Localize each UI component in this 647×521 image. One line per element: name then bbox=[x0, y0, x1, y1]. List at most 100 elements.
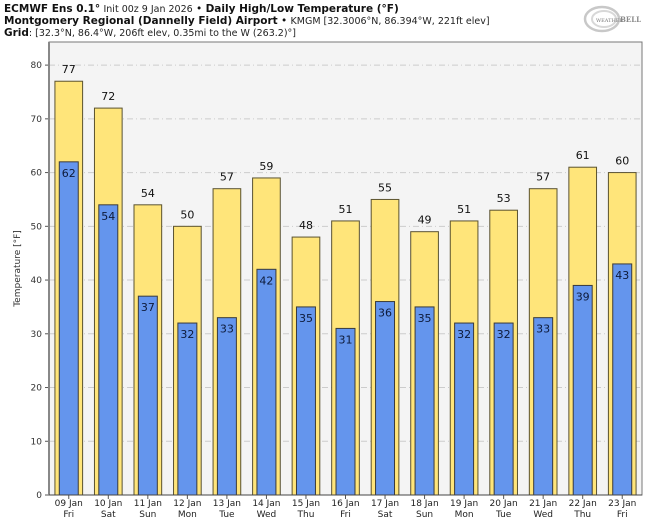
x-tick-date: 23 Jan bbox=[608, 499, 636, 509]
x-tick-date: 11 Jan bbox=[134, 499, 162, 509]
low-bar bbox=[177, 322, 198, 496]
grid-line: Grid: [32.3°N, 86.4°W, 206ft elev, 0.35m… bbox=[4, 27, 296, 40]
y-tick-label: 60 bbox=[31, 169, 43, 179]
x-tick-date: 16 Jan bbox=[331, 499, 359, 509]
high-value-label: 51 bbox=[339, 203, 353, 216]
chart-title-line: ECMWF Ens 0.1° Init 00z 9 Jan 2026 • Dai… bbox=[4, 3, 399, 16]
x-tick-day: Tue bbox=[218, 510, 235, 520]
x-tick-day: Fri bbox=[63, 510, 74, 520]
grid-label: Grid bbox=[4, 27, 29, 39]
low-value-label: 36 bbox=[378, 307, 392, 320]
x-tick-date: 13 Jan bbox=[213, 499, 241, 509]
x-tick-day: Fri bbox=[340, 510, 351, 520]
model-name: ECMWF Ens 0.1° bbox=[4, 3, 101, 15]
high-value-label: 57 bbox=[220, 171, 234, 184]
x-tick-date: 12 Jan bbox=[173, 499, 201, 509]
y-tick-label: 0 bbox=[36, 491, 42, 501]
high-value-label: 72 bbox=[101, 90, 115, 103]
y-tick-label: 80 bbox=[31, 61, 43, 71]
y-tick-label: 40 bbox=[31, 276, 43, 286]
low-bar bbox=[58, 161, 79, 496]
high-value-label: 51 bbox=[457, 203, 471, 216]
station-info: KMGM [32.3006°N, 86.394°W, 221ft elev] bbox=[290, 16, 490, 27]
y-tick-label: 70 bbox=[31, 115, 43, 125]
low-bar bbox=[572, 284, 593, 496]
low-bar bbox=[335, 327, 356, 496]
low-bar bbox=[98, 204, 119, 496]
low-bar bbox=[414, 306, 435, 496]
high-value-label: 50 bbox=[180, 208, 194, 221]
low-bar bbox=[295, 306, 316, 496]
low-value-label: 32 bbox=[180, 328, 194, 341]
x-tick-date: 18 Jan bbox=[410, 499, 438, 509]
y-tick-label: 50 bbox=[31, 222, 43, 232]
separator: • bbox=[277, 15, 291, 27]
low-value-label: 54 bbox=[101, 210, 115, 223]
high-value-label: 49 bbox=[418, 214, 432, 227]
low-bar bbox=[137, 295, 158, 496]
high-value-label: 77 bbox=[62, 63, 76, 76]
low-value-label: 32 bbox=[497, 328, 511, 341]
x-tick-date: 09 Jan bbox=[55, 499, 83, 509]
low-value-label: 35 bbox=[418, 312, 432, 325]
y-tick-label: 10 bbox=[31, 437, 43, 447]
x-tick-date: 22 Jan bbox=[569, 499, 597, 509]
x-tick-date: 17 Jan bbox=[371, 499, 399, 509]
x-tick-day: Tue bbox=[495, 510, 512, 520]
x-tick-day: Thu bbox=[297, 510, 315, 520]
high-value-label: 54 bbox=[141, 187, 155, 200]
y-axis-label: Temperature [°F] bbox=[13, 230, 23, 308]
x-tick-day: Sat bbox=[378, 510, 393, 520]
low-value-label: 33 bbox=[536, 323, 550, 336]
high-value-label: 55 bbox=[378, 181, 392, 194]
low-bar bbox=[533, 317, 554, 496]
separator: • bbox=[192, 3, 206, 15]
product-name: Daily High/Low Temperature (°F) bbox=[205, 3, 399, 15]
y-tick-label: 20 bbox=[31, 384, 43, 394]
x-tick-day: Wed bbox=[533, 510, 553, 520]
low-bar bbox=[216, 317, 237, 496]
x-tick-date: 20 Jan bbox=[490, 499, 518, 509]
low-bar bbox=[375, 301, 396, 496]
data-labels: 77 62 72 54 54 37 50 32 57 33 59 42 48 35 51 31 55 36 49 35… bbox=[62, 63, 629, 346]
x-tick-day: Mon bbox=[178, 510, 197, 520]
init-time: Init 00z 9 Jan 2026 bbox=[103, 4, 193, 15]
high-value-label: 61 bbox=[576, 149, 590, 162]
high-value-label: 60 bbox=[615, 155, 629, 168]
x-tick-day: Sun bbox=[416, 510, 433, 520]
high-value-label: 53 bbox=[497, 192, 511, 205]
station-line: Montgomery Regional (Dannelly Field) Air… bbox=[4, 15, 490, 28]
low-value-label: 37 bbox=[141, 301, 155, 314]
x-tick-day: Thu bbox=[573, 510, 591, 520]
grid-info: : [32.3°N, 86.4°W, 206ft elev, 0.35mi to… bbox=[28, 28, 296, 39]
low-value-label: 43 bbox=[615, 269, 629, 282]
y-tick-label: 30 bbox=[31, 330, 43, 340]
y-axis: 0 10 20 30 40 50 60 70 80 bbox=[31, 42, 50, 501]
x-tick-date: 21 Jan bbox=[529, 499, 557, 509]
x-tick-day: Fri bbox=[617, 510, 628, 520]
low-bar bbox=[256, 268, 277, 496]
low-value-label: 39 bbox=[576, 290, 590, 303]
low-value-label: 35 bbox=[299, 312, 313, 325]
x-tick-day: Sun bbox=[139, 510, 156, 520]
x-tick-day: Sat bbox=[101, 510, 116, 520]
station-name: Montgomery Regional (Dannelly Field) Air… bbox=[4, 15, 278, 27]
low-value-label: 42 bbox=[259, 274, 273, 287]
svg-text:WEATHER: WEATHER bbox=[596, 18, 623, 24]
x-tick-day: Wed bbox=[257, 510, 277, 520]
high-value-label: 57 bbox=[536, 171, 550, 184]
x-tick-date: 15 Jan bbox=[292, 499, 320, 509]
low-value-label: 33 bbox=[220, 323, 234, 336]
weatherbell-logo-icon: WEATHER BELL bbox=[583, 5, 641, 33]
x-tick-date: 10 Jan bbox=[94, 499, 122, 509]
low-value-label: 32 bbox=[457, 328, 471, 341]
x-tick-date: 19 Jan bbox=[450, 499, 478, 509]
x-tick-date: 14 Jan bbox=[252, 499, 280, 509]
low-value-label: 31 bbox=[339, 333, 353, 346]
low-bar bbox=[612, 263, 633, 496]
low-value-label: 62 bbox=[62, 167, 76, 180]
low-bar bbox=[454, 322, 475, 496]
high-value-label: 48 bbox=[299, 219, 313, 232]
